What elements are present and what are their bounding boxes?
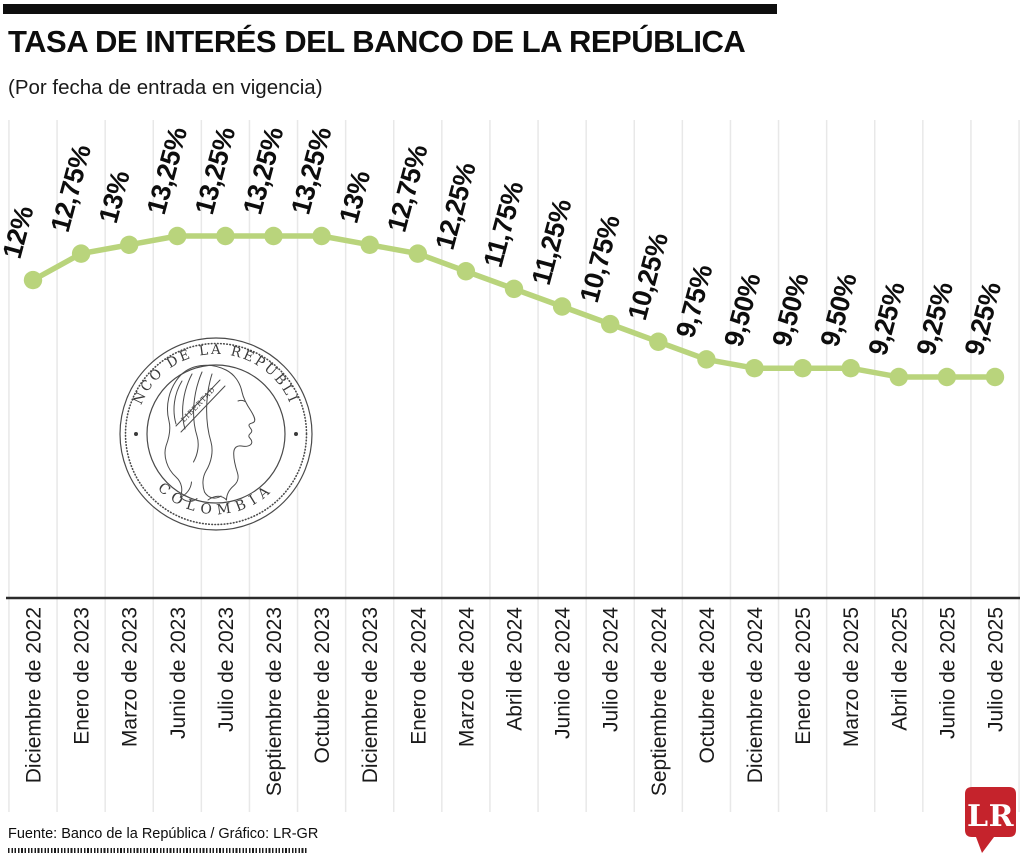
data-point-marker [408, 244, 427, 263]
x-axis-label: Abril de 2024 [504, 607, 527, 731]
x-axis-label: Marzo de 2025 [840, 607, 863, 747]
value-label: 13% [334, 167, 377, 226]
data-point-marker [937, 367, 957, 387]
value-label: 9,50% [815, 270, 863, 350]
lr-logo-text: LR [967, 799, 1015, 834]
data-point-marker [504, 279, 524, 299]
barcode-decoration [8, 848, 308, 853]
x-axis-label: Diciembre de 2024 [744, 607, 767, 784]
seal-dotted-ring [124, 342, 308, 526]
value-label: 10,75% [574, 212, 626, 306]
value-label: 10,25% [622, 230, 674, 324]
data-point-marker [23, 270, 43, 290]
x-axis-label: Julio de 2024 [600, 607, 623, 732]
value-label: 13% [93, 167, 136, 226]
x-axis-label: Octubre de 2024 [696, 607, 719, 764]
value-label: 9,50% [718, 270, 766, 350]
source-credit: Fuente: Banco de la República / Gráfico:… [8, 826, 319, 842]
x-axis-label: Junio de 2024 [552, 607, 575, 739]
data-point-marker [697, 350, 716, 369]
data-point-marker [264, 226, 283, 246]
x-axis-label: Junio de 2023 [167, 607, 190, 739]
value-label: 11,25% [526, 196, 578, 288]
data-point-marker [120, 235, 139, 255]
page-title: TASA DE INTERÉS DEL BANCO DE LA REPÚBLIC… [8, 24, 746, 59]
x-axis-label: Diciembre de 2023 [359, 607, 382, 783]
data-point-marker [552, 297, 572, 316]
x-axis-label: Marzo de 2024 [455, 607, 478, 747]
data-point-marker [456, 262, 476, 281]
x-axis-label: Abril de 2025 [888, 607, 911, 731]
value-label: 9,25% [959, 279, 1007, 359]
central-bank-seal: BANCO DE LA REPUBLICA COLOMBIA LIBERTAD [116, 334, 313, 531]
data-point-marker [985, 367, 1005, 387]
data-point-marker [312, 226, 331, 246]
value-label: 13,25% [237, 124, 289, 218]
data-point-marker [601, 314, 620, 334]
x-axis-label: Octubre de 2023 [311, 607, 334, 763]
seal-inner-ring [146, 364, 286, 504]
page-subtitle: (Por fecha de entrada en vigencia) [8, 76, 323, 99]
seal-left-dot [134, 432, 138, 436]
data-point-marker [168, 226, 187, 246]
data-point-marker [889, 367, 908, 387]
top-accent-bar [3, 4, 777, 14]
value-label: 12,25% [430, 159, 482, 253]
value-label: 11,75% [478, 178, 530, 270]
lr-logo: LR [965, 787, 1016, 853]
x-axis-label: Julio de 2025 [985, 607, 1008, 732]
lr-logo-bubble [965, 787, 1016, 853]
value-label: 9,50% [766, 270, 814, 350]
x-axis-label: Septiembre de 2024 [648, 607, 671, 796]
x-axis-label: Enero de 2023 [71, 607, 94, 745]
data-point-marker [360, 235, 379, 255]
value-label: 12% [0, 203, 40, 262]
value-label: 9,25% [863, 279, 911, 359]
data-point-marker [216, 226, 235, 246]
value-label: 13,25% [141, 124, 193, 218]
value-label: 9,25% [911, 279, 959, 359]
data-point-marker [649, 332, 668, 351]
data-point-marker [841, 358, 860, 378]
seal-right-dot [294, 432, 298, 436]
x-axis-label: Enero de 2024 [407, 607, 430, 745]
x-axis-label: Enero de 2025 [792, 607, 815, 745]
x-axis-label: Julio de 2023 [215, 607, 238, 732]
x-axis-label: Junio de 2025 [936, 607, 959, 739]
value-label: 13,25% [189, 124, 241, 218]
liberty-head-figure [164, 364, 256, 502]
data-point-marker [71, 244, 91, 263]
value-label: 9,75% [670, 261, 718, 341]
value-label: 13,25% [285, 124, 337, 218]
x-axis-label: Septiembre de 2023 [263, 607, 286, 796]
data-point-marker [793, 358, 812, 378]
seal-outer-ring [119, 337, 313, 531]
x-axis-label: Marzo de 2023 [119, 607, 142, 747]
value-label: 12,75% [45, 141, 97, 235]
x-axis-label: Diciembre de 2022 [23, 607, 46, 783]
value-label: 12,75% [382, 141, 434, 235]
data-point-marker [745, 358, 764, 378]
